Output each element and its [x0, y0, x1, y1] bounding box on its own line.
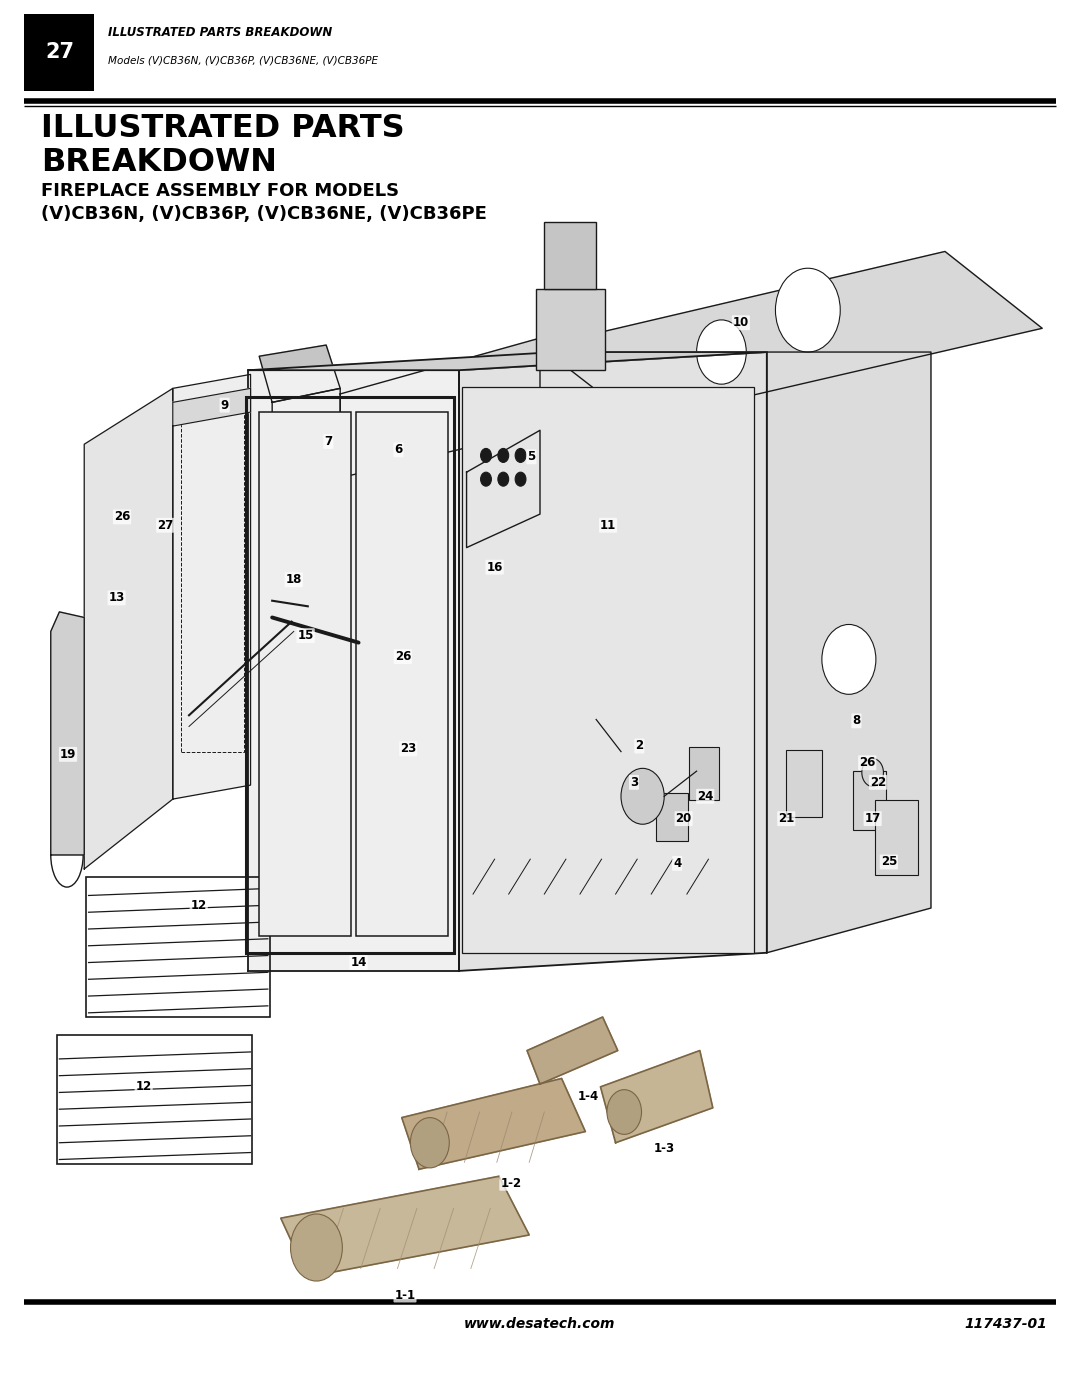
Text: 5: 5 [527, 450, 536, 464]
Bar [259, 412, 351, 936]
Text: 17: 17 [864, 812, 881, 826]
Text: 7: 7 [324, 434, 333, 448]
Text: 10: 10 [732, 316, 750, 330]
Circle shape [481, 448, 491, 462]
Polygon shape [173, 374, 251, 799]
Circle shape [515, 472, 526, 486]
Text: 8: 8 [852, 714, 861, 728]
Text: 27: 27 [45, 42, 73, 63]
Text: 3: 3 [630, 775, 638, 789]
Text: 27: 27 [157, 518, 174, 532]
Bar [853, 771, 886, 830]
Polygon shape [459, 352, 767, 971]
Text: 18: 18 [285, 573, 302, 587]
Circle shape [775, 268, 840, 352]
Text: 1-3: 1-3 [653, 1141, 675, 1155]
Polygon shape [248, 370, 459, 971]
Circle shape [822, 624, 876, 694]
Text: 14: 14 [350, 956, 367, 970]
Circle shape [607, 1090, 642, 1134]
Text: 2: 2 [635, 739, 644, 753]
Bar [656, 793, 688, 841]
Text: 24: 24 [697, 789, 714, 803]
Polygon shape [281, 1176, 529, 1277]
Polygon shape [540, 251, 1042, 422]
Text: 6: 6 [394, 443, 403, 457]
Text: 1-2: 1-2 [500, 1176, 522, 1190]
Polygon shape [467, 430, 540, 548]
Polygon shape [402, 1078, 585, 1169]
Text: 21: 21 [778, 812, 795, 826]
Text: 11: 11 [599, 518, 617, 532]
Text: 1-4: 1-4 [578, 1090, 599, 1104]
Polygon shape [84, 388, 173, 869]
Text: 23: 23 [400, 742, 417, 756]
Text: 19: 19 [59, 747, 77, 761]
Polygon shape [600, 1051, 713, 1143]
Polygon shape [340, 338, 540, 478]
Circle shape [498, 472, 509, 486]
Text: ILLUSTRATED PARTS: ILLUSTRATED PARTS [41, 113, 405, 144]
Circle shape [515, 448, 526, 462]
Text: 25: 25 [880, 855, 897, 869]
Text: 4: 4 [673, 856, 681, 870]
Text: 16: 16 [486, 560, 503, 574]
Bar [181, 411, 244, 752]
Circle shape [481, 472, 491, 486]
Bar [786, 750, 822, 817]
Polygon shape [51, 612, 84, 855]
Bar [544, 222, 596, 289]
Text: BREAKDOWN: BREAKDOWN [41, 147, 278, 177]
Text: 1-1: 1-1 [394, 1288, 416, 1302]
Circle shape [862, 759, 883, 787]
Polygon shape [767, 352, 931, 953]
Bar [57, 1035, 252, 1164]
Text: 12: 12 [135, 1080, 152, 1094]
Text: Models (V)CB36N, (V)CB36P, (V)CB36NE, (V)CB36PE: Models (V)CB36N, (V)CB36P, (V)CB36NE, (V… [108, 54, 378, 66]
Polygon shape [259, 345, 340, 402]
Circle shape [498, 448, 509, 462]
Polygon shape [527, 1017, 618, 1084]
Text: 12: 12 [190, 898, 207, 912]
Text: 13: 13 [108, 591, 125, 605]
Text: 26: 26 [394, 650, 411, 664]
Text: 117437-01: 117437-01 [964, 1317, 1048, 1331]
Bar [356, 412, 448, 936]
Text: www.desatech.com: www.desatech.com [464, 1317, 616, 1331]
Circle shape [291, 1214, 342, 1281]
Text: 15: 15 [297, 629, 314, 643]
Text: 9: 9 [220, 398, 229, 412]
Polygon shape [173, 388, 251, 426]
Polygon shape [272, 388, 340, 458]
Text: 22: 22 [869, 775, 887, 789]
Bar [24, 14, 94, 91]
Bar [536, 289, 605, 370]
Circle shape [410, 1118, 449, 1168]
Bar [86, 877, 270, 1017]
Text: 26: 26 [113, 510, 131, 524]
Bar [689, 747, 719, 800]
Circle shape [697, 320, 746, 384]
Bar [875, 800, 918, 875]
Bar [246, 397, 454, 953]
Bar [462, 387, 754, 953]
Text: (V)CB36N, (V)CB36P, (V)CB36NE, (V)CB36PE: (V)CB36N, (V)CB36P, (V)CB36NE, (V)CB36PE [41, 205, 487, 222]
Polygon shape [248, 352, 767, 370]
Text: ILLUSTRATED PARTS BREAKDOWN: ILLUSTRATED PARTS BREAKDOWN [108, 25, 333, 39]
Text: 20: 20 [675, 812, 692, 826]
Text: 26: 26 [859, 756, 876, 770]
Circle shape [621, 768, 664, 824]
Text: FIREPLACE ASSEMBLY FOR MODELS: FIREPLACE ASSEMBLY FOR MODELS [41, 183, 400, 200]
